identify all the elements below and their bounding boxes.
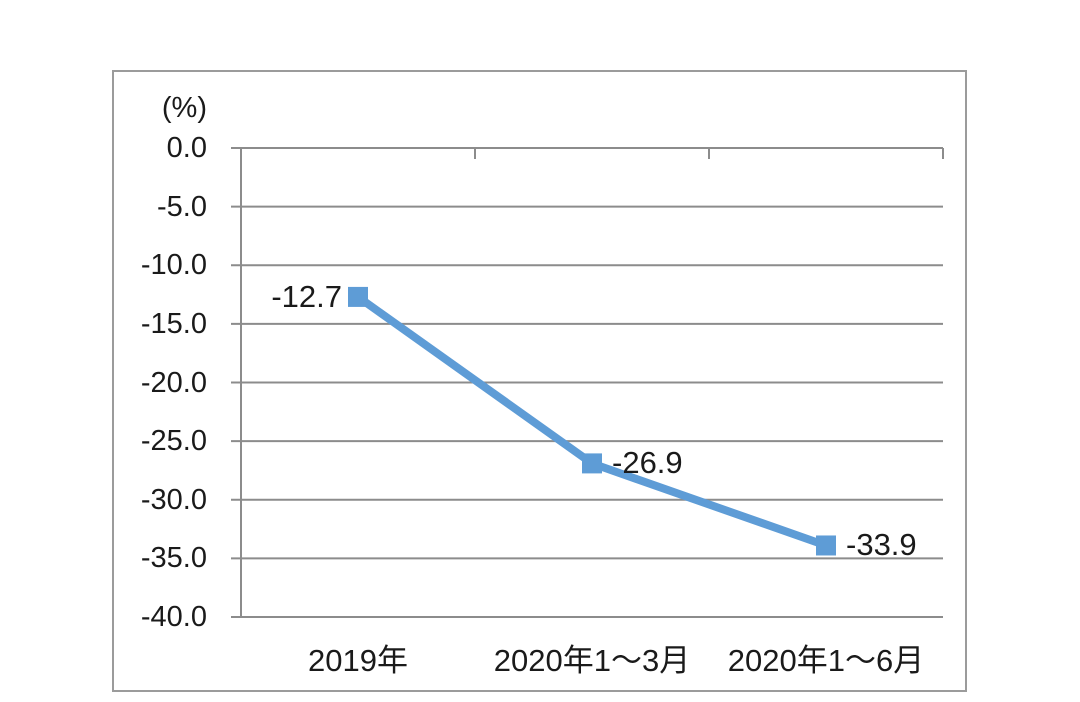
x-category-label: 2019年 — [308, 643, 408, 678]
x-category-label: 2020年1～6月 — [727, 643, 925, 678]
y-tick-label: -40.0 — [140, 601, 207, 633]
y-tick-label: -35.0 — [140, 542, 207, 575]
series-line — [354, 292, 830, 550]
y-tick-label: -15.0 — [140, 307, 207, 340]
y-tick-label: -5.0 — [157, 190, 207, 223]
chart-frame — [112, 70, 967, 692]
y-tick-label: -20.0 — [140, 366, 207, 399]
x-category-label: 2020年1～3月 — [493, 643, 691, 678]
y-tick-label: -25.0 — [140, 425, 207, 458]
y-axis-unit-label: (%) — [161, 92, 207, 124]
series-marker — [816, 535, 836, 556]
data-point-label: -26.9 — [612, 445, 683, 481]
data-point-label: -12.7 — [271, 278, 342, 314]
series-marker — [348, 286, 368, 307]
y-tick-label: -10.0 — [140, 249, 207, 282]
y-tick-label: 0.0 — [166, 132, 207, 164]
series-marker — [582, 453, 602, 474]
data-point-label: -33.9 — [846, 527, 917, 563]
y-tick-label: -30.0 — [140, 483, 207, 516]
